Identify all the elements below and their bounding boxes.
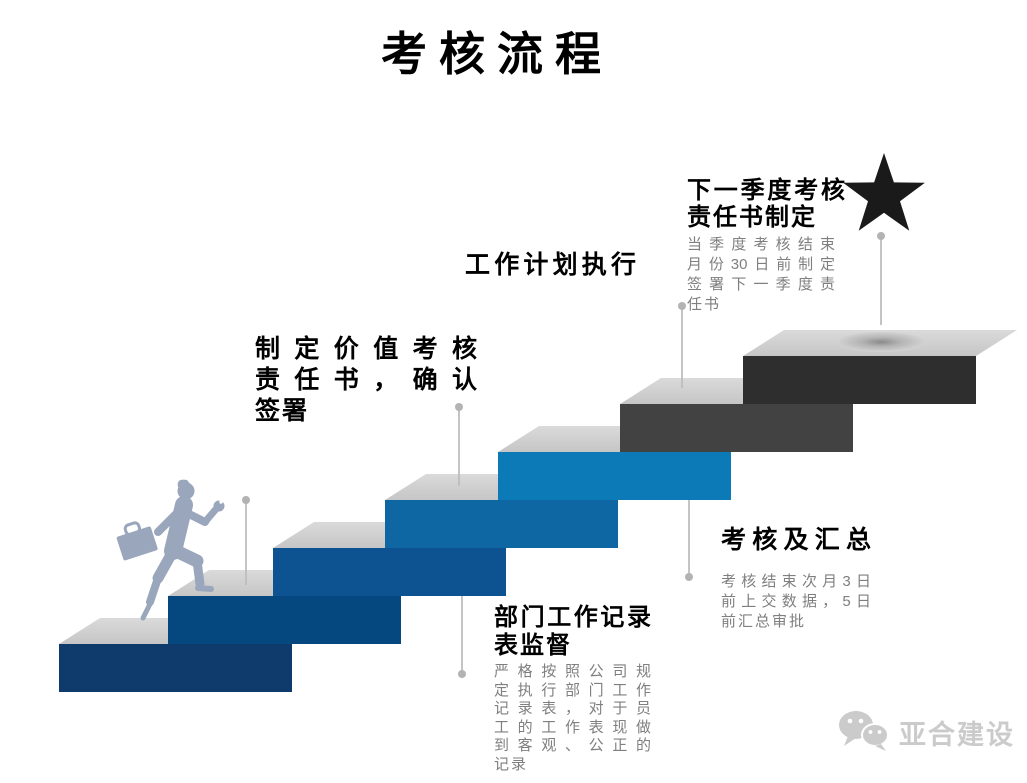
stage-heading: 部门工作记录 表监督 — [494, 604, 651, 660]
text-line: 考核及汇总 — [721, 526, 871, 554]
stage-body: 当季度考核结束 月份30日前制定 签署下一季度责 任书 — [687, 235, 835, 315]
stage-body: 严格按照公司规 定执行部门工作 记录表，对于员 工的工作表现做 到客观、公正的 记录 — [494, 663, 651, 774]
connector-dot-6 — [685, 573, 693, 581]
wechat-eye — [858, 718, 864, 724]
person-back-shin — [146, 574, 162, 606]
stage-heading: 制定价值考核 责任书，确认 签署 — [255, 334, 477, 427]
wechat-icon — [839, 711, 889, 751]
text-line: 记录 — [494, 755, 529, 773]
text-line: 签署下一季度责 — [687, 276, 835, 293]
stage-label-review-summary: 考核及汇总 考核结束次月3日 前上交数据，5日 前汇总审批 — [721, 525, 871, 632]
stair-step-6-front — [620, 404, 853, 452]
wechat-small-bubble — [861, 723, 889, 747]
text-line: 制定价值考核 — [255, 335, 477, 363]
stair-step-4-front — [385, 500, 618, 548]
connector-dot-1 — [242, 496, 250, 504]
person-back-foot — [140, 601, 153, 621]
person-hair — [177, 479, 191, 487]
text-line: 月份30日前制定 — [687, 256, 835, 273]
text-line: 定执行部门工作 — [494, 681, 651, 699]
connector-pins — [242, 232, 885, 678]
text-line: 前上交数据，5日 — [721, 593, 871, 610]
text-line: 责任书制定 — [687, 204, 817, 231]
connector-dot-5 — [458, 670, 466, 678]
connector-dot-4 — [877, 232, 885, 240]
text-line: 部门工作记录 — [494, 604, 651, 631]
wechat-small-bubble-tail — [875, 744, 886, 751]
stair-steps — [59, 330, 1017, 692]
businessman-silhouette — [116, 479, 225, 621]
stage-label-plan-exec: 工作计划执行 — [465, 250, 636, 281]
text-line: 任书 — [687, 296, 722, 313]
wechat-eye — [847, 718, 853, 724]
stair-step-5-front — [498, 452, 731, 500]
person-torso — [164, 496, 193, 560]
page-title: 考核流程 — [381, 28, 613, 80]
person-fist — [213, 500, 225, 512]
stair-step-7-front — [743, 356, 976, 404]
stage-heading: 下一季度考核 责任书制定 — [687, 177, 845, 231]
stage-label-dept-record: 部门工作记录 表监督 严格按照公司规 定执行部门工作 记录表，对于员 工的工作表现做 到客… — [494, 604, 651, 774]
person-back-thigh — [152, 547, 178, 584]
stage-heading: 工作计划执行 — [465, 250, 636, 281]
text-line: 责任书，确认 — [255, 366, 477, 394]
connector-dot-3 — [678, 302, 686, 310]
text-line: 考核结束次月3日 — [721, 573, 871, 590]
connector-dot-2 — [455, 403, 463, 411]
text-line: 工作计划执行 — [465, 251, 636, 279]
person-front-shin — [192, 556, 205, 589]
stair-step-1-front — [59, 644, 292, 692]
person-head — [177, 482, 195, 500]
star-socket-hole — [837, 332, 925, 352]
stair-step-2-front — [168, 596, 401, 644]
stage-label-next-quarter: 下一季度考核 责任书制定 当季度考核结束 月份30日前制定 签署下一季度责 任书 — [687, 177, 845, 315]
watermark-brand-text: 亚合建设 — [899, 719, 1015, 750]
text-line: 前汇总审批 — [721, 613, 807, 630]
person-forearm — [201, 505, 220, 526]
briefcase-icon — [116, 521, 158, 561]
briefcase-body — [116, 526, 158, 561]
text-line: 签署 — [255, 397, 310, 425]
text-line: 记录表，对于员 — [494, 700, 651, 717]
text-line: 表监督 — [494, 632, 572, 659]
stage-body: 考核结束次月3日 前上交数据，5日 前汇总审批 — [721, 572, 871, 632]
star-icon — [843, 153, 925, 231]
stage-heading: 考核及汇总 — [721, 525, 871, 556]
person-fist-highlight — [219, 500, 223, 504]
stair-step-3-front — [273, 548, 506, 596]
wechat-eye — [868, 730, 873, 734]
text-line: 下一季度考核 — [687, 177, 845, 204]
person-front-foot — [195, 585, 214, 592]
text-line: 工的工作表现做 — [494, 718, 651, 736]
stage-label-plan-sign: 制定价值考核 责任书，确认 签署 — [255, 334, 477, 427]
text-line: 当季度考核结束 — [687, 236, 835, 253]
watermark: 亚合建设 — [836, 708, 1015, 756]
person-back-arm — [154, 508, 182, 536]
wechat-eye — [877, 730, 882, 734]
text-line: 严格按照公司规 — [494, 663, 651, 680]
wechat-big-bubble-tail — [844, 736, 856, 746]
text-line: 到客观、公正的 — [494, 737, 651, 754]
